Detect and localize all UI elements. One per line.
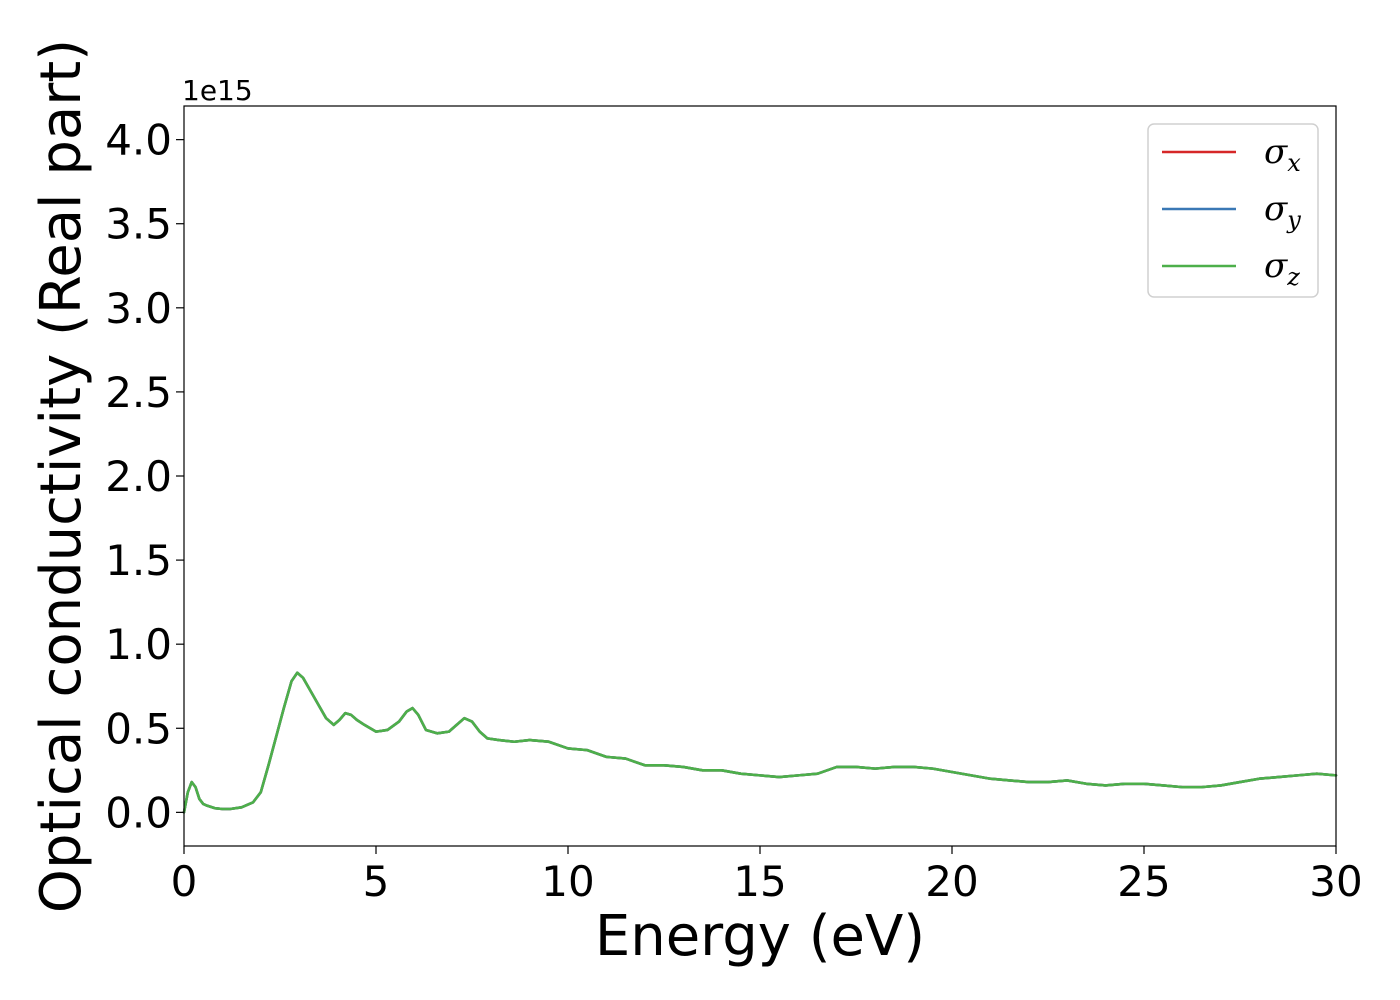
plot-area [184, 106, 1336, 846]
y-tick-label: 2.0 [105, 452, 172, 501]
y-axis-ticks: 0.0 0.5 1.0 1.5 2.0 2.5 3.0 3.5 4.0 [105, 116, 184, 837]
x-tick-label: 25 [1117, 857, 1170, 906]
x-axis-ticks: 0 5 10 15 20 25 30 [171, 846, 1363, 906]
x-tick-label: 10 [541, 857, 594, 906]
y-tick-label: 1.0 [105, 620, 172, 669]
y-tick-label: 3.0 [105, 284, 172, 333]
y-tick-label: 3.5 [105, 200, 172, 249]
series-layer [182, 671, 1338, 814]
x-tick-label: 5 [363, 857, 390, 906]
x-tick-label: 20 [925, 857, 978, 906]
y-tick-label: 0.5 [105, 704, 172, 753]
x-tick-label: 15 [733, 857, 786, 906]
y-tick-label: 2.5 [105, 368, 172, 417]
y-tick-label: 4.0 [105, 116, 172, 165]
x-tick-label: 30 [1309, 857, 1362, 906]
y-tick-label: 1.5 [105, 536, 172, 585]
y-tick-label: 0.0 [105, 788, 172, 837]
y-offset-label: 1e15 [182, 74, 253, 107]
series-line-3 [182, 671, 1338, 814]
x-axis-label: Energy (eV) [595, 904, 925, 969]
legend-box [1147, 123, 1319, 298]
y-axis-label: Optical conductivity (Real part) [29, 39, 94, 913]
legend-label-y: σy [1264, 189, 1301, 234]
x-tick-label: 0 [171, 857, 198, 906]
